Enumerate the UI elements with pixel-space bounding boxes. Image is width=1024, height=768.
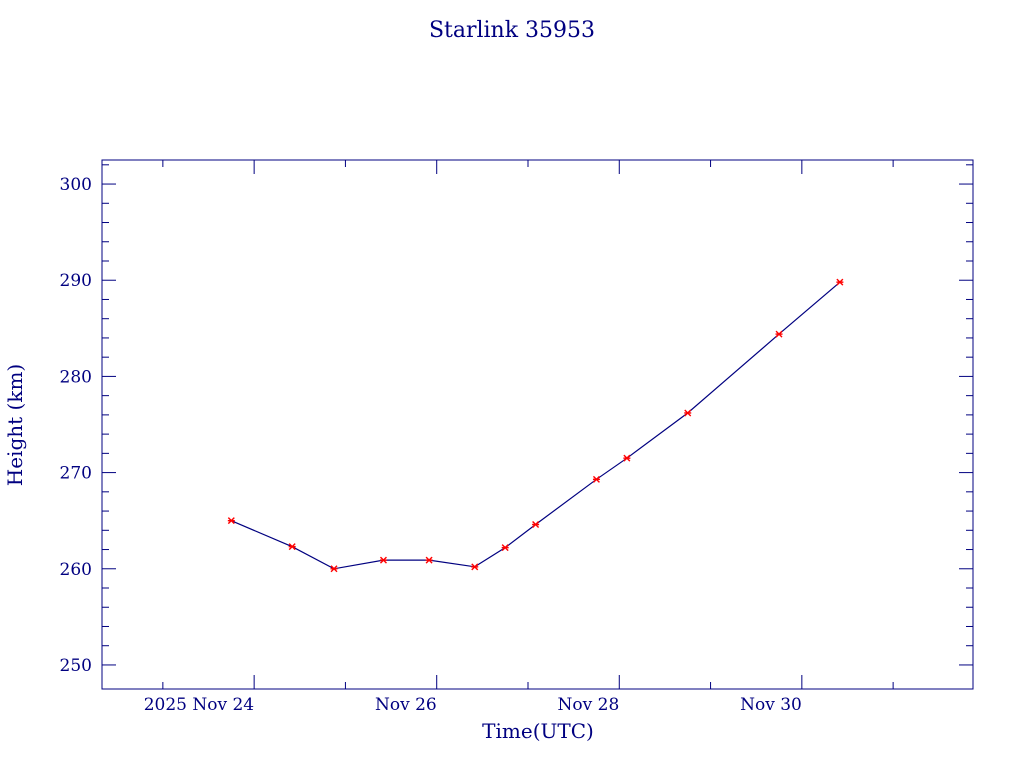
data-point [684,409,692,417]
x-tick-label: Nov 28 [558,695,620,715]
data-point [471,563,479,571]
data-series [227,278,844,573]
y-tick-label: 250 [60,656,92,676]
x-axis-label: Time(UTC) [482,719,594,743]
data-point [501,544,509,552]
plot-frame [101,159,974,690]
y-tick-label: 270 [60,464,92,484]
data-point [775,330,783,338]
y-tick-label: 290 [60,271,92,291]
x-tick-label: Nov 30 [740,695,802,715]
x-tick-label: 2025 Nov 24 [144,695,254,715]
y-axis-label: Height (km) [3,364,27,486]
y-tick-label: 300 [60,175,92,195]
data-point [330,565,338,573]
y-tick-label: 280 [60,367,92,387]
y-axis: 250 260 270 280 290 300 [60,164,973,676]
data-point [288,543,296,551]
data-point [379,556,387,564]
y-tick-label: 260 [60,560,92,580]
chart-title: Starlink 35953 [429,18,595,43]
data-point [836,278,844,286]
series-line [231,281,841,570]
data-point [425,556,433,564]
x-axis: 2025 Nov 24 Nov 26 Nov 28 Nov 30 [144,160,894,715]
data-point [623,454,631,462]
data-point [592,475,600,483]
data-point [532,521,540,529]
x-tick-label: Nov 26 [375,695,437,715]
data-point [227,517,235,525]
